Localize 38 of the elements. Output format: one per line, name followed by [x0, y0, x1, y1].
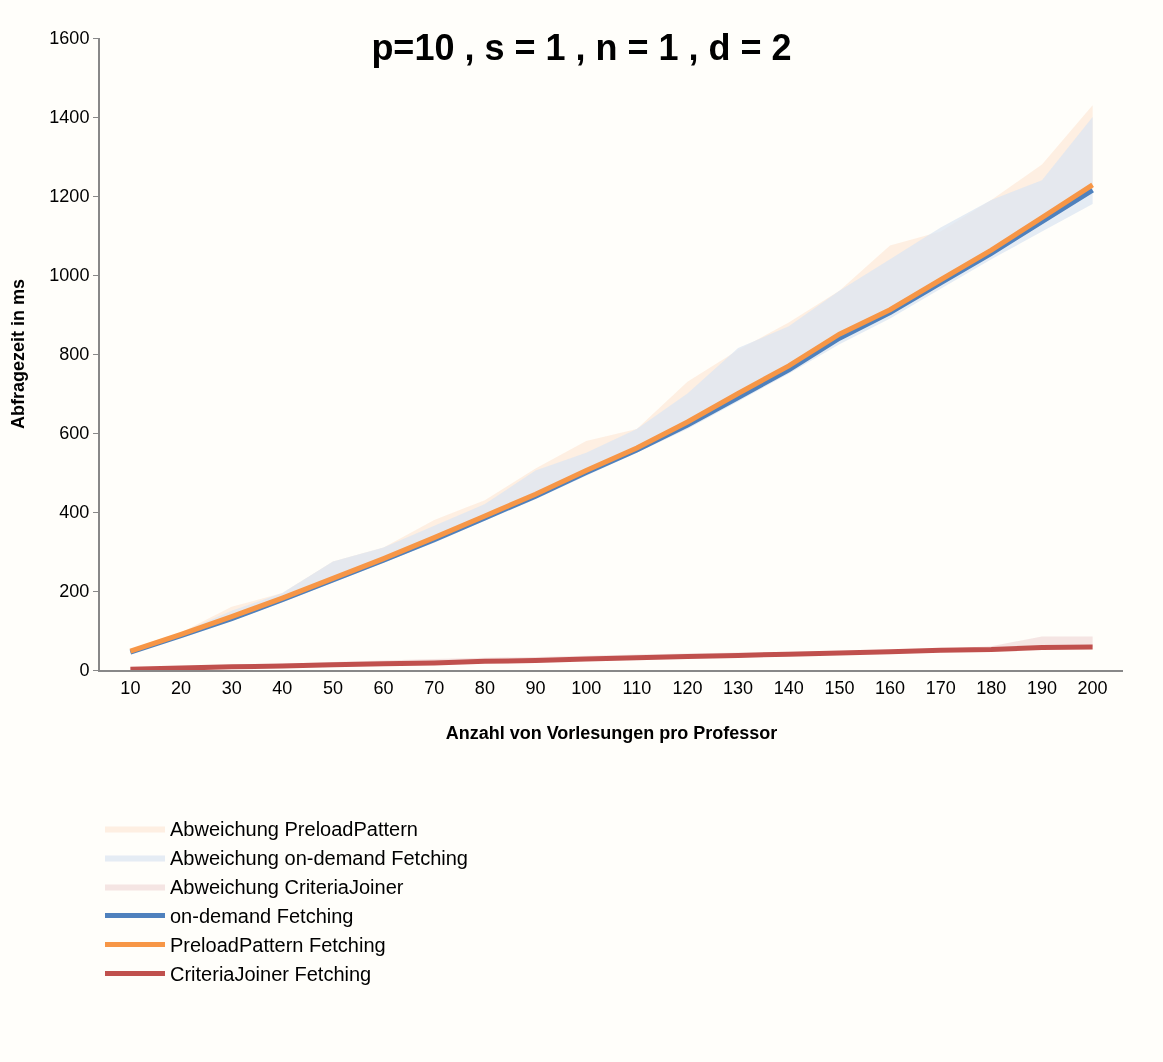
y-tick-label: 200: [59, 581, 90, 602]
y-tick-label: 600: [59, 423, 90, 444]
y-tick-label: 800: [59, 344, 90, 365]
x-tick-label: 130: [723, 677, 754, 698]
x-tick-label: 70: [424, 677, 445, 698]
x-tick-label: 10: [120, 677, 141, 698]
chart-title: p=10 , s = 1 , n = 1 , d = 2: [371, 27, 792, 69]
x-tick-label: 200: [1077, 677, 1108, 698]
x-tick-label: 20: [171, 677, 192, 698]
x-axis-title: Anzahl von Vorlesungen pro Professor: [445, 723, 778, 744]
x-tick-label: 190: [1026, 677, 1057, 698]
legend-label: CriteriaJoiner Fetching: [170, 963, 372, 986]
x-tick-label: 150: [824, 677, 855, 698]
x-tick-label: 60: [373, 677, 394, 698]
x-tick-label: 140: [773, 677, 804, 698]
x-tick-label: 40: [272, 677, 293, 698]
legend-label: Abweichung on-demand Fetching: [170, 847, 468, 870]
y-tick-label: 1600: [49, 28, 90, 49]
x-tick-label: 90: [525, 677, 546, 698]
x-tick-label: 100: [571, 677, 602, 698]
y-tick-label: 1000: [49, 265, 90, 286]
y-tick-label: 1400: [49, 107, 90, 128]
x-tick-label: 160: [875, 677, 906, 698]
y-axis-title: Abfragezeit in ms: [8, 278, 29, 430]
y-tick-label: 0: [79, 660, 90, 681]
x-tick-label: 170: [925, 677, 956, 698]
legend-label: PreloadPattern Fetching: [170, 934, 386, 957]
y-tick-label: 1200: [49, 186, 90, 207]
x-tick-label: 50: [322, 677, 343, 698]
x-tick-label: 80: [474, 677, 495, 698]
x-tick-label: 30: [221, 677, 242, 698]
y-tick-label: 400: [59, 502, 90, 523]
x-tick-label: 110: [622, 677, 652, 698]
legend-label: on-demand Fetching: [170, 905, 354, 928]
x-tick-label: 180: [976, 677, 1007, 698]
legend-label: Abweichung PreloadPattern: [170, 818, 418, 841]
legend-label: Abweichung CriteriaJoiner: [170, 876, 404, 899]
x-tick-label: 120: [672, 677, 703, 698]
